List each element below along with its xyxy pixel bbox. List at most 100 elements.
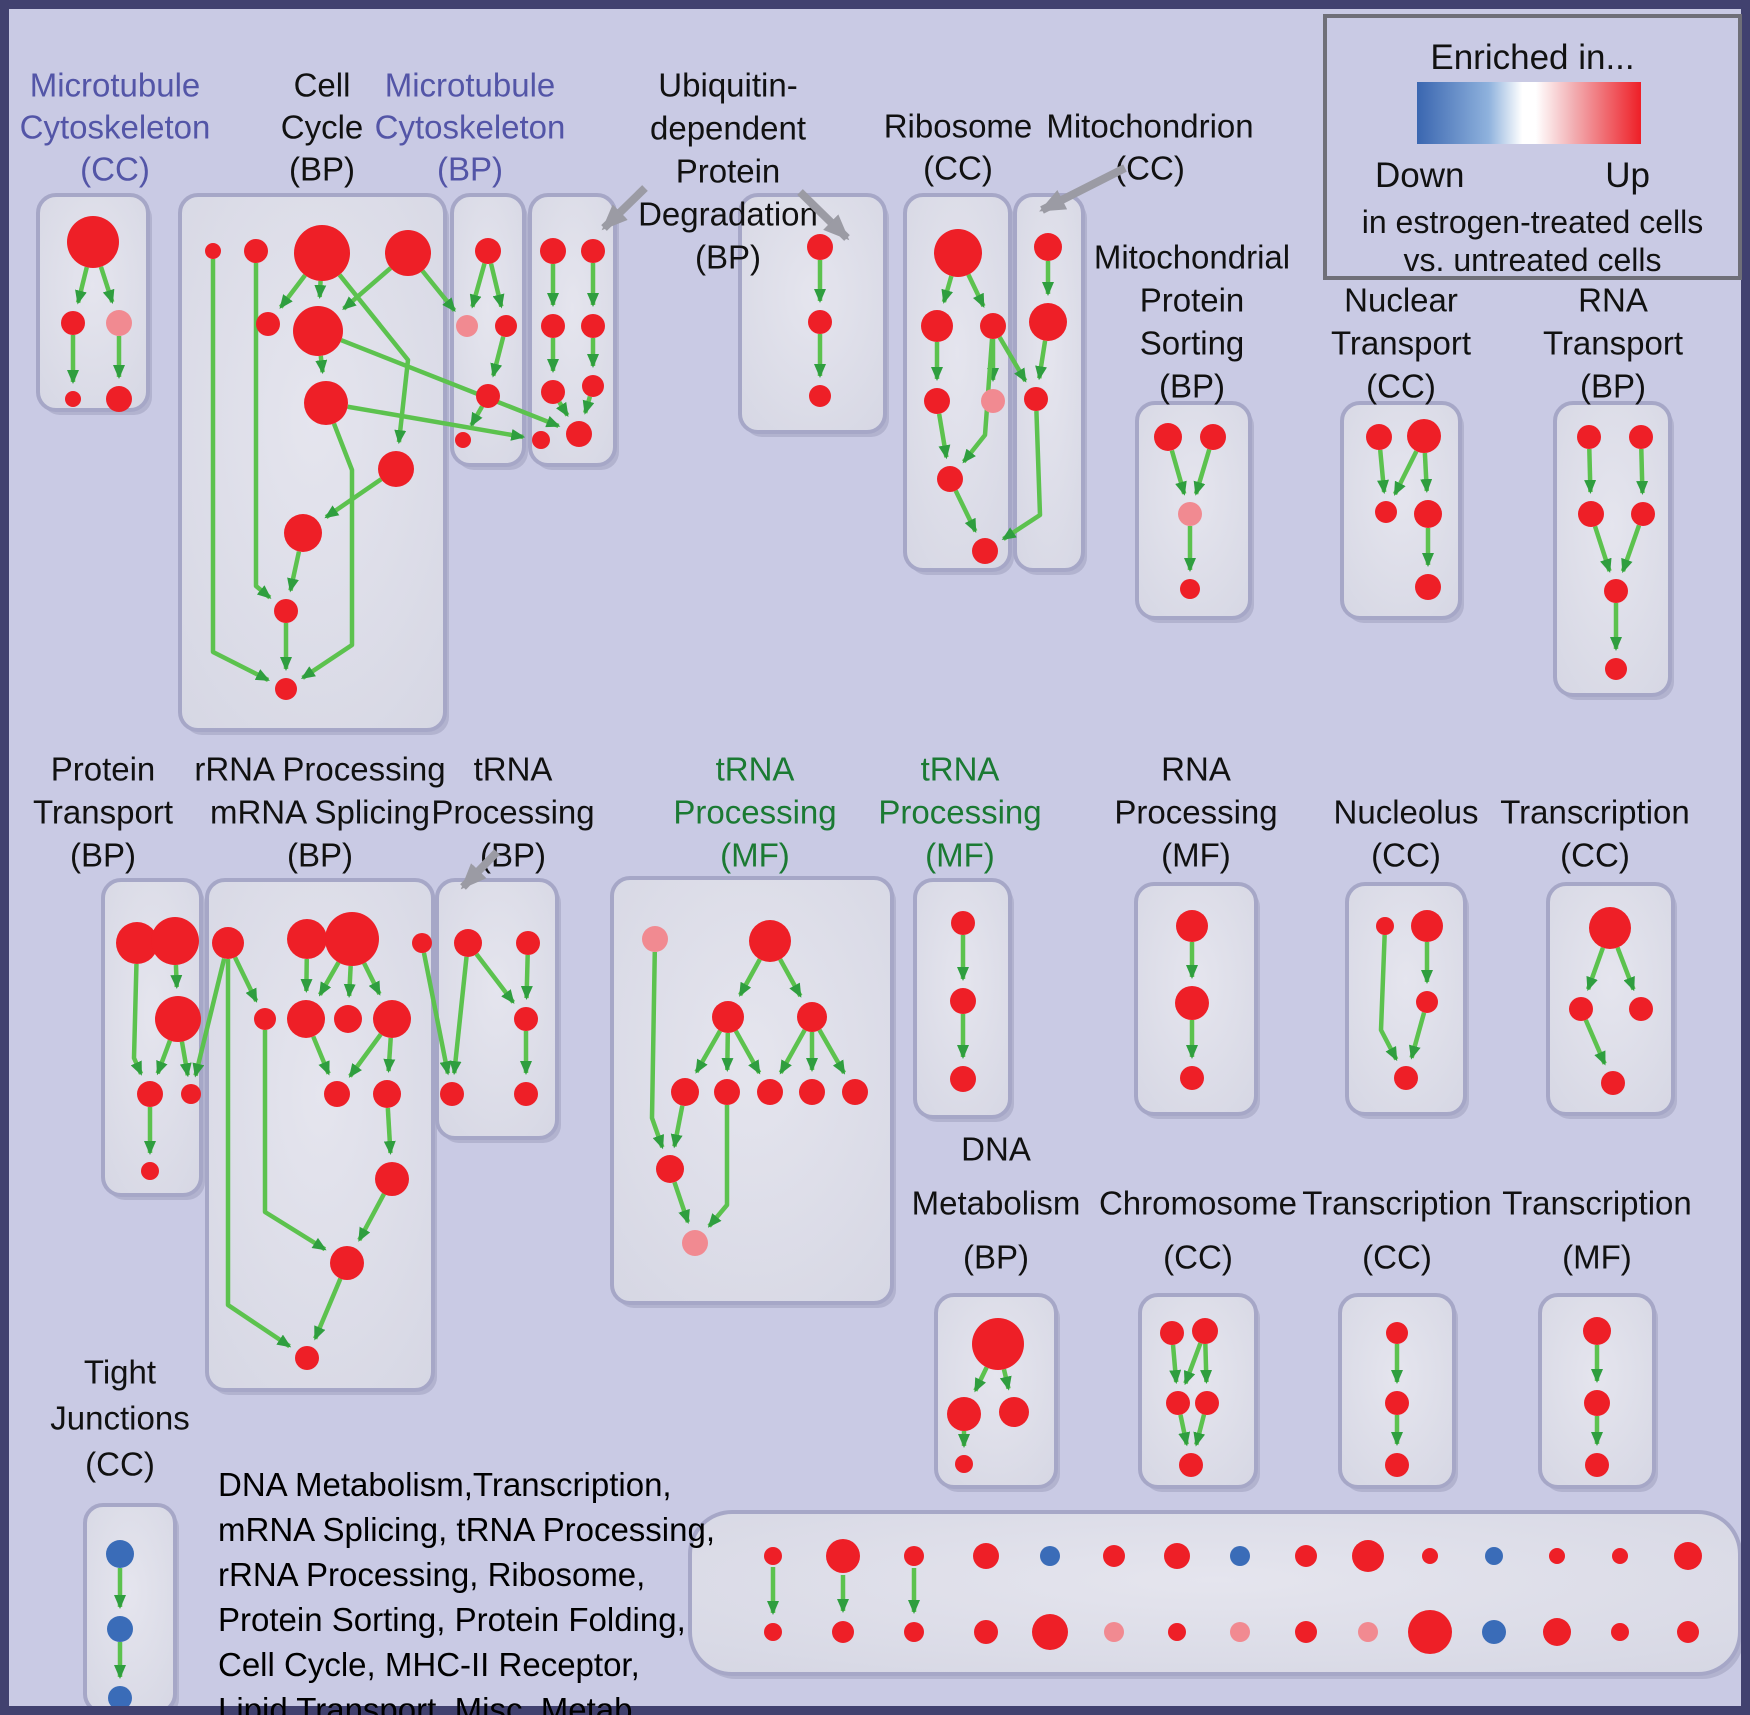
- cluster-cell-cycle-label-line-0: Cell: [294, 67, 351, 104]
- edge-cc9-cc10: [287, 551, 302, 593]
- node-w11: [682, 1230, 708, 1256]
- cluster-mitochondrial-protein-sorting-label-line-1: Protein: [1140, 282, 1245, 319]
- cluster-rrna-processing-mrna-splicing-box: [205, 878, 435, 1392]
- node-w6: [714, 1079, 740, 1105]
- cluster-microtubule-bp-label-line-2: (BP): [437, 151, 503, 188]
- cluster-nucleolus-box: [1345, 882, 1467, 1116]
- node-d4: [955, 1455, 973, 1473]
- node-y2: [1175, 986, 1209, 1020]
- legend-caption-line2: vs. untreated cells: [1403, 242, 1662, 278]
- node-c5: [1179, 1453, 1203, 1477]
- node-t5: [1604, 579, 1628, 603]
- legend-up-label: Up: [1605, 156, 1650, 195]
- node-e1: [1386, 1322, 1408, 1344]
- edge-g6-g9: [311, 1035, 331, 1076]
- node-q2: [516, 931, 540, 955]
- edge-cc6-cc7: [315, 355, 328, 375]
- edge-m1-m3: [488, 263, 505, 309]
- cluster-transcription-mf-label-line-1: (MF): [1562, 1239, 1632, 1276]
- misc-node-bottom-8: [1295, 1621, 1317, 1643]
- misc-node-bottom-3: [974, 1620, 998, 1644]
- cluster-ubiquitin-degradation-a-label-line-3: Degradation: [638, 196, 818, 233]
- node-v3: [809, 385, 831, 407]
- edge-g1-g5: [232, 956, 259, 1003]
- node-ub5: [541, 380, 565, 404]
- cluster-microtubule-cc-label-line-0: Microtubule: [30, 67, 201, 104]
- cluster-nuclear-transport-box: [1340, 401, 1462, 620]
- node-g6: [287, 1000, 325, 1038]
- cluster-nuclear-transport-label-line-1: Transport: [1331, 325, 1471, 362]
- node-cc9: [284, 514, 322, 552]
- node-cc8: [378, 451, 414, 487]
- cluster-microtubule-cc-label-line-1: Cytoskeleton: [20, 109, 211, 146]
- edge-m1-m2: [469, 262, 487, 309]
- node-r6: [937, 466, 963, 492]
- node-q3: [514, 1007, 538, 1031]
- cluster-transcription-cc-1-box: [1546, 882, 1675, 1116]
- node-ub6: [582, 375, 604, 397]
- cluster-microtubule-cc-label-line-2: (CC): [80, 151, 150, 188]
- misc-node-top-13: [1612, 1548, 1628, 1564]
- node-cc4: [385, 230, 431, 276]
- node-q5: [514, 1082, 538, 1106]
- node-cc11: [275, 678, 297, 700]
- misc-node-top-4: [1040, 1546, 1060, 1566]
- cluster-nuclear-transport-label-line-2: (CC): [1366, 368, 1436, 405]
- cluster-tight-junctions-label-line-2: (CC): [85, 1446, 155, 1483]
- cluster-ribosome-box: [903, 193, 1012, 572]
- node-n3: [1375, 501, 1397, 523]
- node-f2: [1584, 1390, 1610, 1416]
- edge-g5-g12: [262, 1030, 327, 1252]
- misc-node-top-6: [1164, 1543, 1190, 1569]
- edge-cc3-cc6: [314, 280, 327, 300]
- misc-node-bottom-1: [832, 1621, 854, 1643]
- edge-m4-m5: [469, 405, 485, 427]
- cluster-ubiquitin-degradation-a-label-line-1: dependent: [650, 110, 806, 147]
- edge-cc1-cc11: [210, 259, 270, 682]
- edge-c1-c3: [1169, 1344, 1182, 1385]
- label-pointer-arrow-1: [797, 189, 850, 241]
- node-m3: [495, 315, 517, 337]
- node-d2: [947, 1397, 981, 1431]
- cluster-trna-processing-mf-large-label-line-2: (MF): [720, 837, 790, 874]
- node-g11: [375, 1162, 409, 1196]
- node-w10: [656, 1155, 684, 1183]
- cluster-dna-metabolism-label-line-2: (BP): [963, 1239, 1029, 1276]
- summary-text-block: DNA Metabolism,Transcription, mRNA Splici…: [218, 1462, 778, 1715]
- legend-title: Enriched in...: [1430, 38, 1635, 77]
- cluster-tight-junctions-label-line-1: Junctions: [50, 1400, 189, 1437]
- node-w3: [712, 1001, 744, 1033]
- node-w5: [671, 1078, 699, 1106]
- node-s3: [1178, 502, 1202, 526]
- node-m4: [476, 384, 500, 408]
- summary-text-line-3: Protein Sorting, Protein Folding,: [218, 1601, 686, 1638]
- summary-text-line-1: mRNA Splicing, tRNA Processing,: [218, 1511, 716, 1548]
- edge-w4-w7: [778, 1028, 807, 1075]
- legend-gradient-bar: [1417, 82, 1641, 144]
- legend-caption-line1: in estrogen-treated cells: [1361, 204, 1704, 240]
- misc-node-top-10: [1422, 1548, 1438, 1564]
- edge-ub6-ub8: [582, 395, 595, 415]
- node-g3: [325, 912, 379, 966]
- label-pointer-arrow-2: [1039, 164, 1127, 214]
- misc-node-bottom-5: [1104, 1622, 1124, 1642]
- cluster-trna-processing-mf-large-box: [610, 876, 894, 1305]
- node-cc1: [205, 243, 221, 259]
- node-q1: [454, 929, 482, 957]
- edge-w2-w4: [778, 958, 803, 998]
- cluster-transcription-cc-1-label-line-0: Transcription: [1500, 794, 1690, 831]
- edge-w3-w7: [733, 1029, 762, 1075]
- cluster-ribosome-label-line-1: (CC): [923, 150, 993, 187]
- node-cc3: [294, 225, 350, 281]
- edge-g3-g7: [343, 965, 356, 999]
- edge-ub5-ub8: [556, 401, 570, 417]
- node-r7: [972, 538, 998, 564]
- summary-text-line-0: DNA Metabolism,Transcription,: [218, 1466, 672, 1503]
- cluster-mitochondrial-protein-sorting-label-line-2: Sorting: [1140, 325, 1245, 362]
- node-g7: [334, 1005, 362, 1033]
- node-c1: [1160, 1321, 1184, 1345]
- node-g9: [324, 1081, 350, 1107]
- cluster-nucleolus-label-line-0: Nucleolus: [1334, 794, 1479, 831]
- cluster-chromosome-label-line-1: (CC): [1163, 1239, 1233, 1276]
- summary-text-line-4: Cell Cycle, MHC-II Receptor,: [218, 1646, 640, 1683]
